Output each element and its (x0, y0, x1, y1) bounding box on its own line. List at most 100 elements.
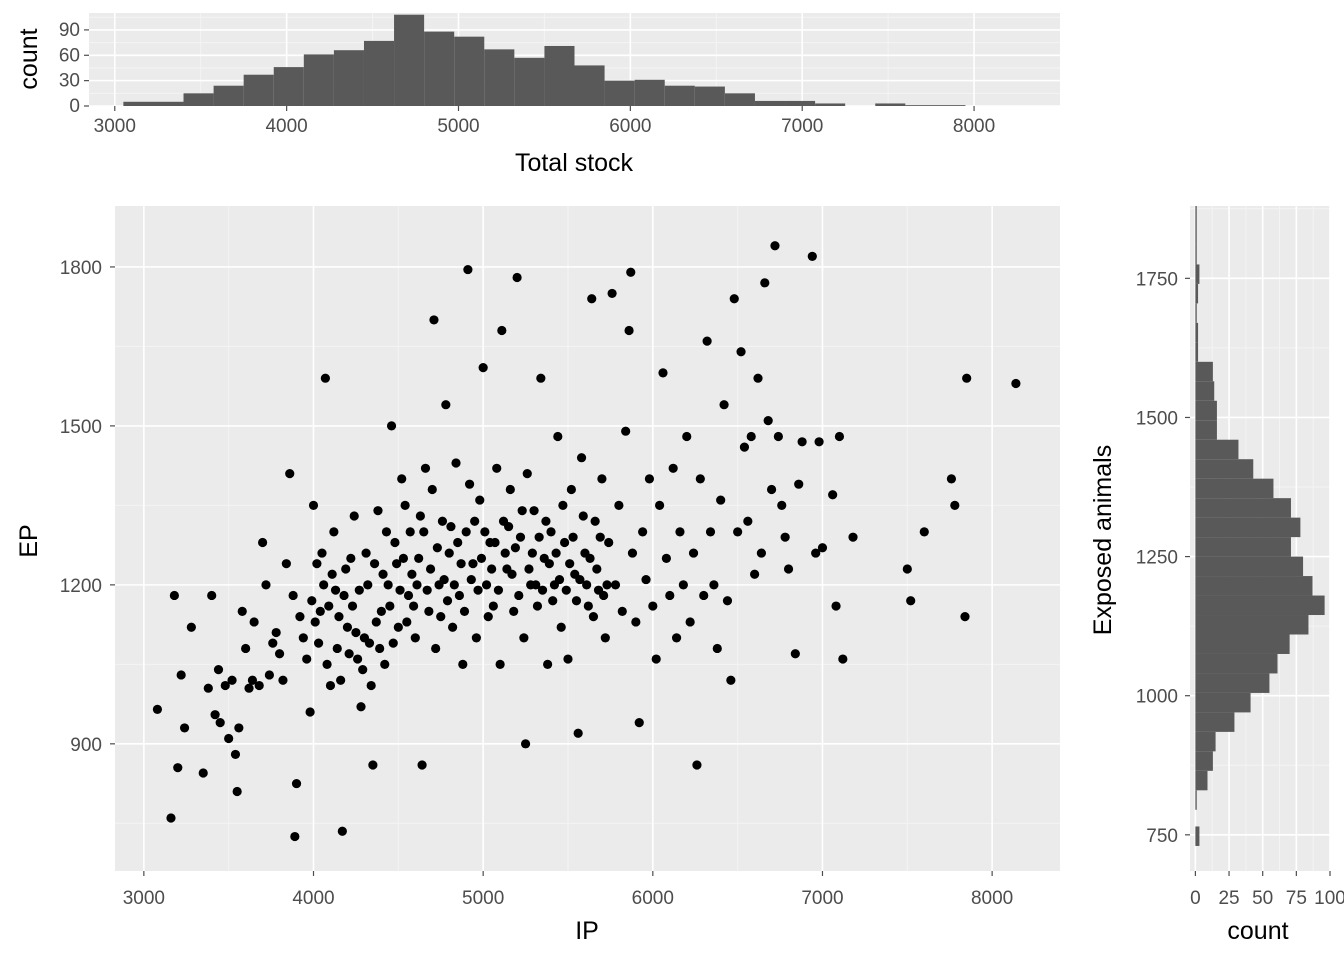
scatter-point (532, 601, 543, 611)
scatter-point (631, 617, 641, 627)
scatter-point (395, 585, 405, 595)
scatter-point (571, 596, 582, 606)
scatter-point (644, 474, 655, 484)
scatter-point (203, 683, 213, 693)
right-histogram-bar (1195, 264, 1200, 284)
scatter-point (173, 763, 183, 773)
scatter-point (702, 336, 712, 346)
top-histogram-bar (724, 93, 755, 106)
scatter-point (453, 537, 463, 548)
scatter-point (446, 521, 456, 532)
scatter-point (464, 479, 475, 489)
top-histogram-bar (333, 50, 364, 106)
scatter-point (750, 569, 760, 579)
top-histogram-bar (514, 57, 545, 106)
scatter-y-tick-label: 1500 (60, 417, 102, 438)
scatter-point (481, 580, 492, 590)
scatter-point (722, 596, 733, 606)
scatter-point (298, 633, 308, 643)
right-histogram-bar (1195, 634, 1290, 654)
scatter-point (347, 601, 358, 611)
right-histogram-bar (1195, 283, 1199, 304)
right-histogram-bar (1195, 595, 1325, 616)
scatter-point (476, 553, 487, 563)
scatter-axes: 3000 4000 5000 6000 7000 8000 900 1200 1500 1800 (60, 258, 1014, 909)
right-histogram-y-tick-label: 750 (1146, 826, 1178, 847)
scatter-point (166, 813, 176, 823)
scatter-panel: 3000 4000 5000 6000 7000 8000900120015001800 … (15, 206, 1060, 945)
scatter-point (658, 368, 668, 378)
scatter-point (770, 241, 780, 251)
scatter-point (364, 638, 375, 648)
scatter-point (556, 622, 566, 632)
scatter-point (468, 559, 478, 569)
scatter-point (281, 559, 291, 569)
scatter-point (327, 569, 337, 579)
scatter-point (543, 659, 553, 669)
right-histogram-bar (1195, 459, 1254, 479)
scatter-point (493, 585, 504, 595)
scatter-point (592, 564, 602, 574)
top-histogram-axes: 3000 4000 5000 6000 7000 8000 0 30 60 90 (59, 20, 995, 137)
scatter-point (490, 537, 500, 548)
scatter-point (563, 654, 573, 664)
scatter-point (363, 580, 373, 590)
scatter-point (794, 479, 804, 489)
scatter-point (337, 826, 347, 836)
scatter-point (962, 373, 972, 383)
scatter-point (566, 484, 576, 495)
scatter-point (451, 458, 461, 468)
top-histogram-bar (424, 31, 455, 107)
scatter-point (488, 601, 498, 611)
scatter-point (288, 590, 298, 601)
scatter-point (838, 654, 848, 664)
scatter-point (588, 612, 599, 622)
scatter-point (310, 617, 320, 627)
scatter-point (661, 553, 671, 563)
scatter-point (607, 288, 617, 299)
scatter-point (541, 516, 551, 526)
scatter-point (186, 622, 196, 632)
scatter-point (746, 431, 756, 442)
scatter-point (313, 638, 324, 648)
scatter-point (524, 564, 534, 574)
scatter-point (224, 733, 234, 744)
scatter-point (599, 590, 609, 601)
scatter-point (756, 548, 767, 558)
scatter-point (308, 500, 319, 510)
scatter-x-tick-label: 7000 (801, 888, 843, 909)
scatter-point (610, 580, 621, 590)
scatter-point (371, 617, 381, 627)
top-histogram-y-tick-label: 0 (69, 96, 80, 117)
scatter-point (505, 484, 515, 495)
scatter-point (534, 532, 544, 542)
scatter-point (456, 559, 466, 569)
right-histogram-bar (1195, 342, 1199, 362)
scatter-point (386, 421, 397, 431)
right-histogram-x-tick-label: 75 (1286, 888, 1307, 909)
scatter-point (459, 606, 470, 616)
scatter-point (315, 606, 325, 616)
scatter-point (834, 431, 845, 442)
scatter-y-tick-label: 1200 (60, 576, 102, 597)
scatter-point (254, 680, 264, 691)
scatter-x-tick-label: 3000 (123, 888, 165, 909)
scatter-point (682, 431, 692, 442)
scatter-point (626, 267, 636, 277)
scatter-point (617, 606, 627, 616)
right-histogram-bar (1195, 303, 1197, 323)
scatter-point (668, 463, 678, 473)
top-histogram-bar (454, 36, 485, 106)
scatter-point (237, 606, 247, 616)
right-histogram-x-tick-label: 25 (1218, 888, 1239, 909)
right-histogram-bar (1195, 439, 1239, 460)
top-histogram-bar (875, 103, 906, 106)
scatter-point (561, 585, 571, 595)
scatter-point (366, 680, 376, 691)
scatter-point (573, 728, 583, 738)
scatter-point (339, 590, 349, 601)
scatter-point (227, 675, 237, 685)
top-histogram-y-tick-label: 90 (59, 20, 80, 41)
scatter-point (634, 718, 644, 728)
